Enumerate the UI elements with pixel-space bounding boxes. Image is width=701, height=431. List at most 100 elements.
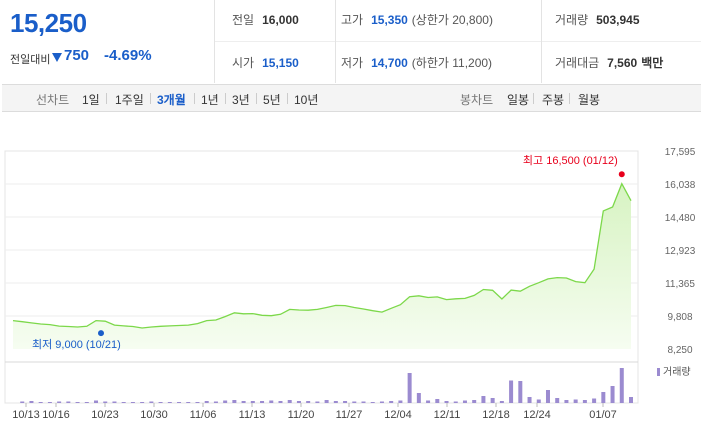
volume-bar	[315, 401, 320, 403]
stat-prev-close: 전일 16,000	[232, 11, 299, 31]
stat-value: 14,700	[371, 56, 408, 70]
x-tick-label: 11/13	[239, 409, 266, 421]
volume-bar	[241, 401, 246, 403]
period-3m[interactable]: 3개월	[157, 93, 186, 107]
volume-bar	[610, 386, 615, 403]
x-tick-label: 12/18	[482, 409, 510, 421]
volume-bar	[195, 402, 200, 403]
volume-bar	[306, 401, 311, 403]
volume-bar	[509, 380, 514, 403]
volume-bar	[29, 401, 34, 403]
period-divider	[106, 93, 107, 104]
period-3y[interactable]: 3년	[232, 93, 250, 107]
volume-bar	[472, 400, 477, 403]
period-1d[interactable]: 1일	[82, 93, 100, 107]
y-tick-label: 12,923	[665, 246, 696, 257]
stats-row-divider	[215, 41, 701, 42]
low-annotation: 최저 9,000 (10/21)	[32, 338, 121, 351]
volume-bar	[361, 401, 366, 403]
x-tick-label: 10/16	[42, 409, 70, 421]
volume-bar	[121, 402, 126, 403]
x-tick-label: 01/07	[589, 409, 617, 421]
volume-bar	[564, 400, 569, 403]
volume-bar	[481, 396, 486, 403]
volume-bar	[518, 381, 523, 403]
period-10y[interactable]: 10년	[294, 93, 319, 107]
volume-bar	[462, 400, 467, 403]
volume-bar	[573, 399, 578, 403]
x-tick-label: 11/20	[288, 409, 315, 421]
x-tick-label: 11/27	[336, 409, 363, 421]
candle-weekly[interactable]: 주봉	[542, 93, 565, 107]
stat-open: 시가 15,150	[232, 54, 299, 74]
period-1w[interactable]: 1주일	[115, 93, 144, 107]
volume-bar	[84, 402, 89, 403]
volume-bar	[601, 392, 606, 403]
volume-bar	[38, 402, 43, 403]
stat-low: 저가 14,700 (하한가 11,200)	[341, 54, 492, 74]
candle-chart-label: 봉차트	[460, 93, 494, 107]
volume-bar	[287, 400, 292, 403]
period-divider	[225, 93, 226, 104]
volume-bar	[352, 401, 357, 403]
volume-bar	[416, 393, 421, 403]
volume-bar	[435, 399, 440, 403]
stats-col-divider	[335, 0, 336, 83]
volume-bar	[444, 401, 449, 403]
volume-bar	[370, 402, 375, 403]
y-tick-label: 17,595	[665, 147, 696, 158]
plot-frame	[4, 150, 639, 404]
stat-sub: (하한가 11,200)	[411, 56, 493, 70]
low-marker	[98, 330, 104, 337]
x-tick-label: 12/11	[434, 409, 461, 421]
period-divider	[569, 93, 570, 104]
volume-bar	[398, 400, 403, 403]
chart-labels: 17,595 16,038 14,480 12,923 11,365 9,808 8,250…	[12, 147, 695, 421]
volume-bar	[324, 400, 329, 403]
stat-value: 15,350	[371, 13, 408, 27]
stat-label: 전일	[232, 13, 255, 27]
volume-bar	[278, 401, 283, 403]
x-tick-label: 11/06	[190, 409, 217, 421]
volume-bar	[130, 402, 135, 403]
volume-legend-swatch	[657, 368, 660, 376]
volume-bar	[407, 373, 412, 403]
candle-monthly[interactable]: 월봉	[578, 93, 601, 107]
volume-bar	[57, 401, 62, 403]
quote-main: 15,250 전일대비 750 -4.69%	[0, 0, 215, 83]
volume-bar	[379, 401, 384, 403]
volume-legend: 거래량	[663, 366, 691, 378]
x-tick-label: 10/13	[12, 409, 40, 421]
volume-bar	[527, 397, 532, 403]
period-divider	[256, 93, 257, 104]
stat-label: 시가	[232, 56, 255, 70]
down-triangle-icon	[52, 53, 62, 62]
volume-bar	[389, 401, 394, 403]
volume-bar	[177, 402, 182, 403]
volume-bar	[204, 401, 209, 403]
x-tick-label: 12/04	[384, 409, 412, 421]
period-divider	[194, 93, 195, 104]
period-divider	[533, 93, 534, 104]
volume-bar	[545, 390, 550, 403]
change-value: 750	[64, 47, 90, 64]
stat-amount: 거래대금 7,560 백만	[555, 54, 663, 74]
candle-daily[interactable]: 일봉	[507, 93, 530, 107]
period-1y[interactable]: 1년	[201, 93, 219, 107]
volume-bar	[149, 401, 154, 403]
stat-unit: 백만	[641, 56, 664, 70]
price-chart: 17,595 16,038 14,480 12,923 11,365 9,808 8,250…	[4, 147, 696, 421]
y-tick-label: 11,365	[665, 279, 695, 290]
price-area-fill	[13, 183, 631, 349]
volume-bar	[213, 401, 218, 403]
stat-high: 고가 15,350 (상한가 20,800)	[341, 11, 493, 31]
volume-bars	[20, 368, 633, 403]
chart-grid	[4, 150, 639, 407]
stat-volume: 거래량 503,945	[555, 11, 640, 31]
volume-bar	[592, 398, 597, 403]
period-5y[interactable]: 5년	[263, 93, 281, 107]
volume-bar	[490, 398, 495, 403]
volume-bar	[453, 401, 458, 403]
volume-bar	[269, 400, 274, 403]
line-chart-label: 선차트	[36, 93, 70, 107]
